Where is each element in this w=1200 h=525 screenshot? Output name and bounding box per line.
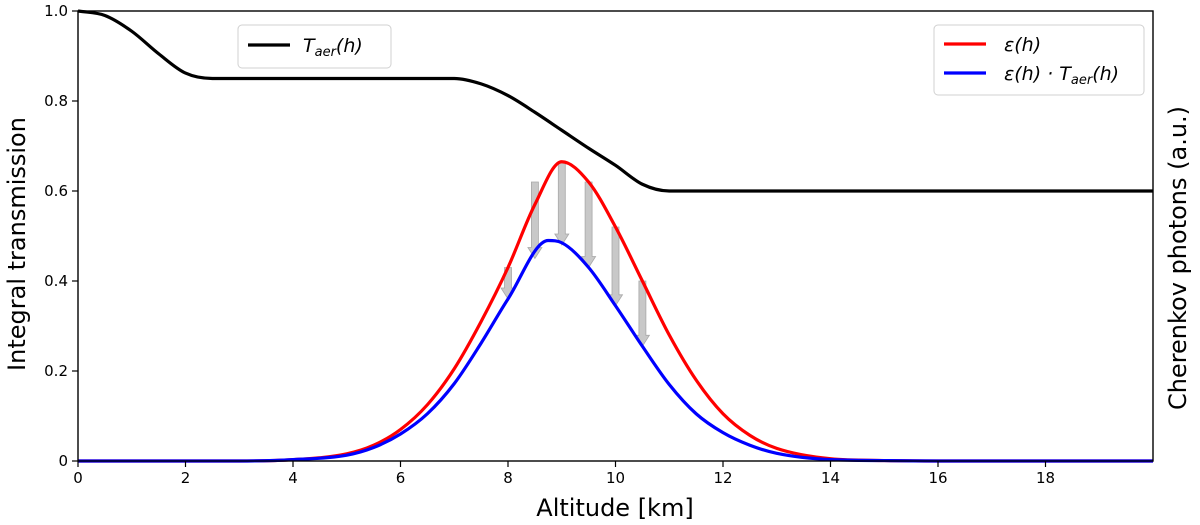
y-tick-label: 0.2	[44, 362, 68, 380]
y-ticks: 0 0.2 0.4 0.6 0.8 1.0	[44, 2, 78, 470]
x-tick-label: 12	[713, 469, 732, 487]
y-tick-label: 0.4	[44, 272, 68, 290]
series-line-1	[78, 160, 1153, 463]
series-line-2	[78, 238, 1153, 463]
x-axis-title: Altitude [km]	[536, 494, 693, 522]
x-tick-label: 16	[928, 469, 947, 487]
arrow-shape-4	[607, 226, 624, 307]
arrow-2	[554, 161, 570, 246]
x-ticks: 0 2 4 6 8 10 12 14 16 18	[73, 461, 1055, 487]
x-tick-label: 2	[181, 469, 191, 487]
arrow-0	[500, 267, 516, 300]
legend-left: Taer(h)	[237, 24, 392, 69]
arrow-shape-0	[500, 267, 516, 300]
y-axis-title: Integral transmission	[3, 117, 31, 371]
legend-right: ε(h) ε(h) · Taer(h)	[933, 24, 1145, 96]
arrows-layer	[500, 161, 651, 348]
y-tick-label: 0.8	[44, 92, 68, 110]
x-tick-label: 0	[73, 469, 83, 487]
right-y-axis-title: Cherenkov photons (a.u.)	[1164, 106, 1192, 410]
x-tick-label: 14	[821, 469, 840, 487]
arrow-shape-3	[580, 181, 597, 269]
legend-right-frame	[933, 24, 1145, 96]
x-tick-label: 4	[288, 469, 298, 487]
arrow-4	[607, 226, 624, 307]
y-tick-label: 1.0	[44, 2, 68, 20]
x-tick-label: 8	[503, 469, 513, 487]
y-tick-label: 0.6	[44, 182, 68, 200]
x-tick-label: 6	[396, 469, 406, 487]
series-layer	[78, 9, 1153, 463]
legend-left-frame	[237, 24, 392, 69]
x-tick-label: 10	[606, 469, 625, 487]
arrow-3	[580, 181, 597, 269]
arrow-shape-2	[554, 161, 570, 246]
arrow-shape-1	[527, 181, 543, 260]
legend-label-epsilon-taer: ε(h) · Taer(h)	[1004, 63, 1119, 88]
arrow-1	[527, 181, 543, 260]
y-tick-label: 0	[58, 452, 68, 470]
x-tick-label: 18	[1036, 469, 1055, 487]
legend-label-taer: Taer(h)	[303, 35, 363, 60]
legend-label-epsilon: ε(h)	[1004, 34, 1041, 56]
series-line-0	[78, 9, 1153, 193]
